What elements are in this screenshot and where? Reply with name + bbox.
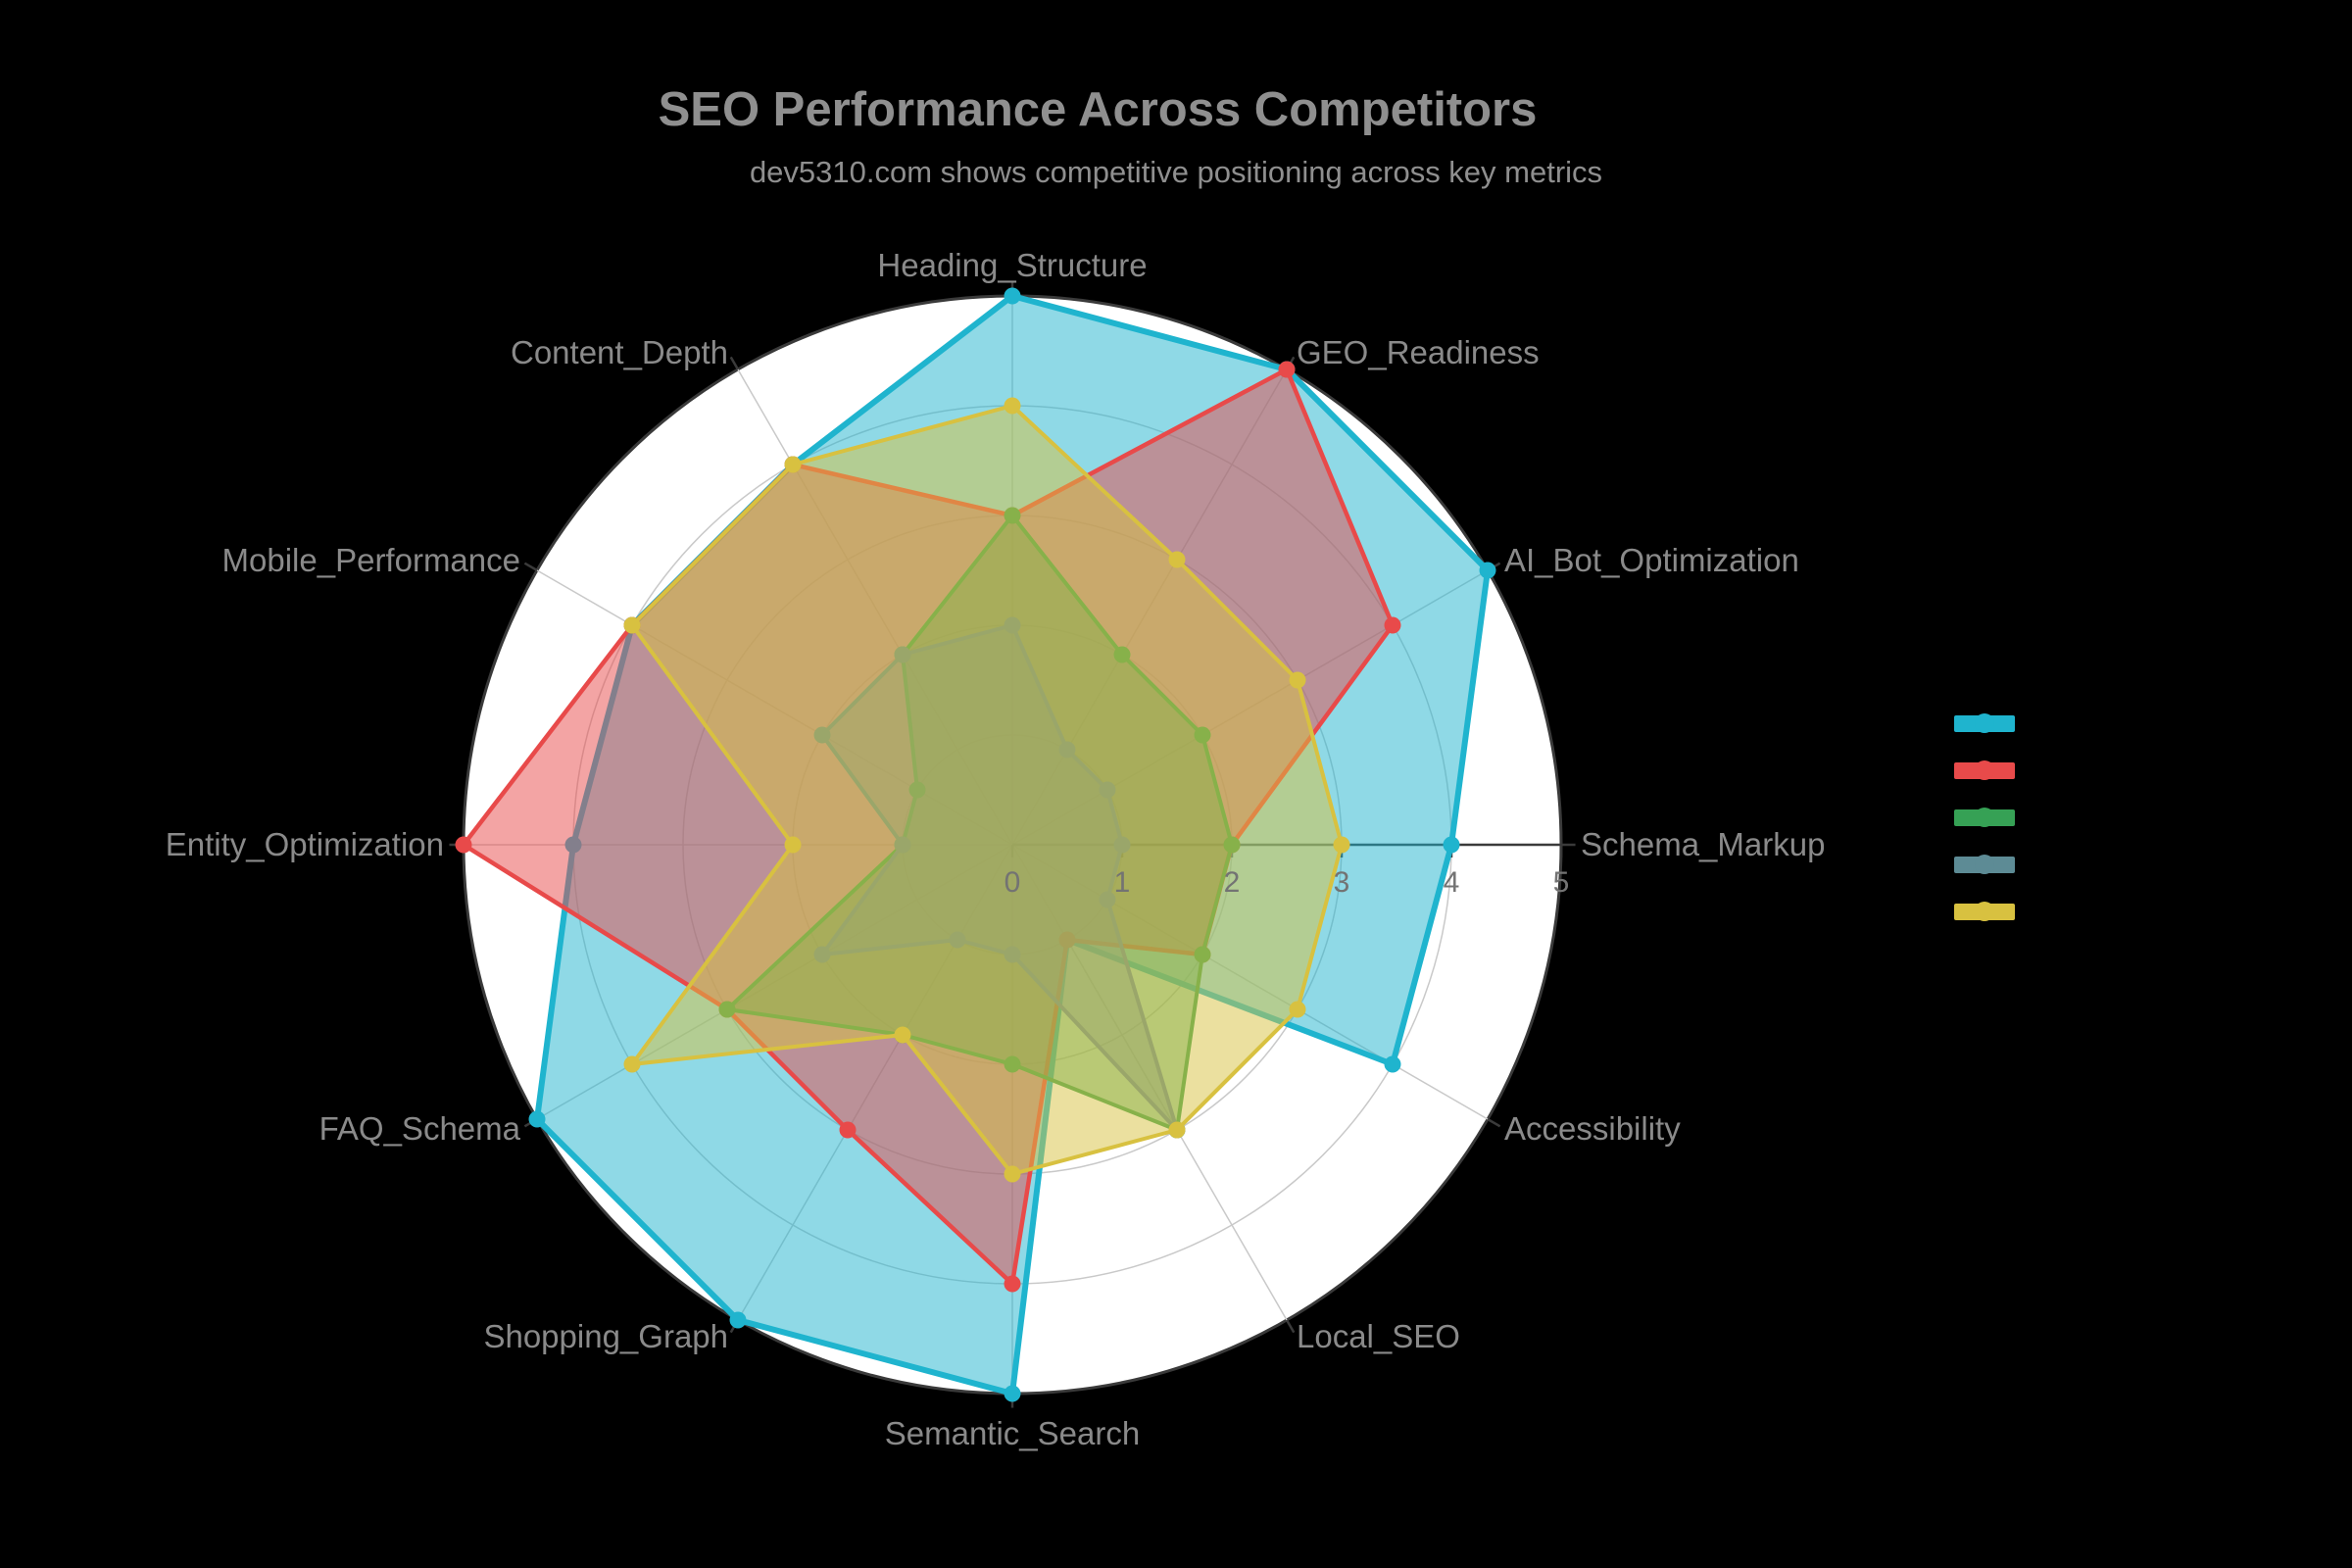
category-label-local_seo: Local_SEO: [1297, 1318, 1460, 1354]
category-label-content_depth: Content_Depth: [511, 334, 728, 370]
series-layer: [455, 287, 1496, 1402]
series-yellow-marker: [623, 616, 641, 634]
series-cyan-marker: [1384, 1055, 1401, 1073]
category-label-accessibility: Accessibility: [1504, 1110, 1681, 1147]
chart-title: SEO Performance Across Competitors: [659, 83, 1538, 136]
series-cyan-marker: [729, 1311, 747, 1329]
series-yellow-marker: [1004, 1165, 1021, 1183]
radial-tick-label-0: 0: [1004, 866, 1021, 899]
series-red-marker: [455, 836, 472, 854]
legend-marker[interactable]: [1975, 808, 1994, 827]
category-label-semantic_search: Semantic_Search: [885, 1415, 1140, 1451]
category-label-shopping_graph: Shopping_Graph: [483, 1318, 728, 1354]
radial-tick-label-4: 4: [1444, 866, 1460, 899]
legend-marker[interactable]: [1975, 855, 1994, 874]
legend-item-2[interactable]: [1954, 760, 2015, 780]
legend-item-1[interactable]: [1954, 713, 2015, 733]
series-cyan-marker: [1004, 1385, 1021, 1402]
legend-marker[interactable]: [1975, 902, 1994, 921]
series-cyan-marker: [1443, 836, 1460, 854]
category-label-ai_bot_optimization: AI_Bot_Optimization: [1504, 542, 1799, 578]
series-yellow-marker: [1168, 1121, 1186, 1139]
category-label-entity_optimization: Entity_Optimization: [166, 826, 444, 862]
category-label-heading_structure: Heading_Structure: [877, 247, 1147, 283]
legend-marker[interactable]: [1975, 713, 1994, 733]
series-red-marker: [1384, 616, 1401, 634]
axis-tip-tick: [523, 562, 538, 572]
radial-tick-label-1: 1: [1114, 866, 1131, 899]
series-cyan-marker: [1004, 287, 1021, 305]
radial-tick-label-3: 3: [1334, 866, 1350, 899]
radial-tick-label-2: 2: [1224, 866, 1241, 899]
series-red-marker: [1278, 361, 1296, 378]
radial-tick-label-5: 5: [1553, 866, 1570, 899]
series-red-marker: [839, 1121, 857, 1139]
legend-item-3[interactable]: [1954, 808, 2015, 827]
series-yellow-marker: [894, 1026, 911, 1044]
chart-subtitle: dev5310.com shows competitive positionin…: [750, 155, 1602, 189]
axis-tip-tick: [1285, 1319, 1296, 1334]
series-yellow-marker: [1289, 1001, 1306, 1018]
category-label-schema_markup: Schema_Markup: [1581, 826, 1825, 862]
series-cyan-marker: [528, 1110, 546, 1128]
category-label-faq_schema: FAQ_Schema: [319, 1110, 521, 1147]
series-yellow-marker: [784, 836, 802, 854]
category-label-mobile_performance: Mobile_Performance: [222, 542, 520, 578]
legend-marker[interactable]: [1975, 760, 1994, 780]
axis-labels-layer: 0 1 2 3 4 5 Heading_Structure GEO_Readiness AI_B…: [166, 247, 1826, 1451]
series-yellow-marker: [1168, 551, 1186, 568]
axis-tip-tick: [729, 356, 740, 370]
series-yellow-marker: [1289, 671, 1306, 689]
legend[interactable]: [1954, 713, 2015, 921]
legend-item-4[interactable]: [1954, 855, 2015, 874]
series-yellow-marker: [784, 456, 802, 473]
category-label-geo_readiness: GEO_Readiness: [1297, 334, 1540, 370]
series-yellow-marker: [623, 1055, 641, 1073]
series-yellow-marker: [1004, 397, 1021, 415]
axis-tip-tick: [1487, 1117, 1501, 1128]
series-cyan-marker: [1479, 562, 1496, 579]
series-red-marker: [1004, 1275, 1021, 1293]
legend-item-5[interactable]: [1954, 902, 2015, 921]
series-yellow-marker: [1333, 836, 1350, 854]
